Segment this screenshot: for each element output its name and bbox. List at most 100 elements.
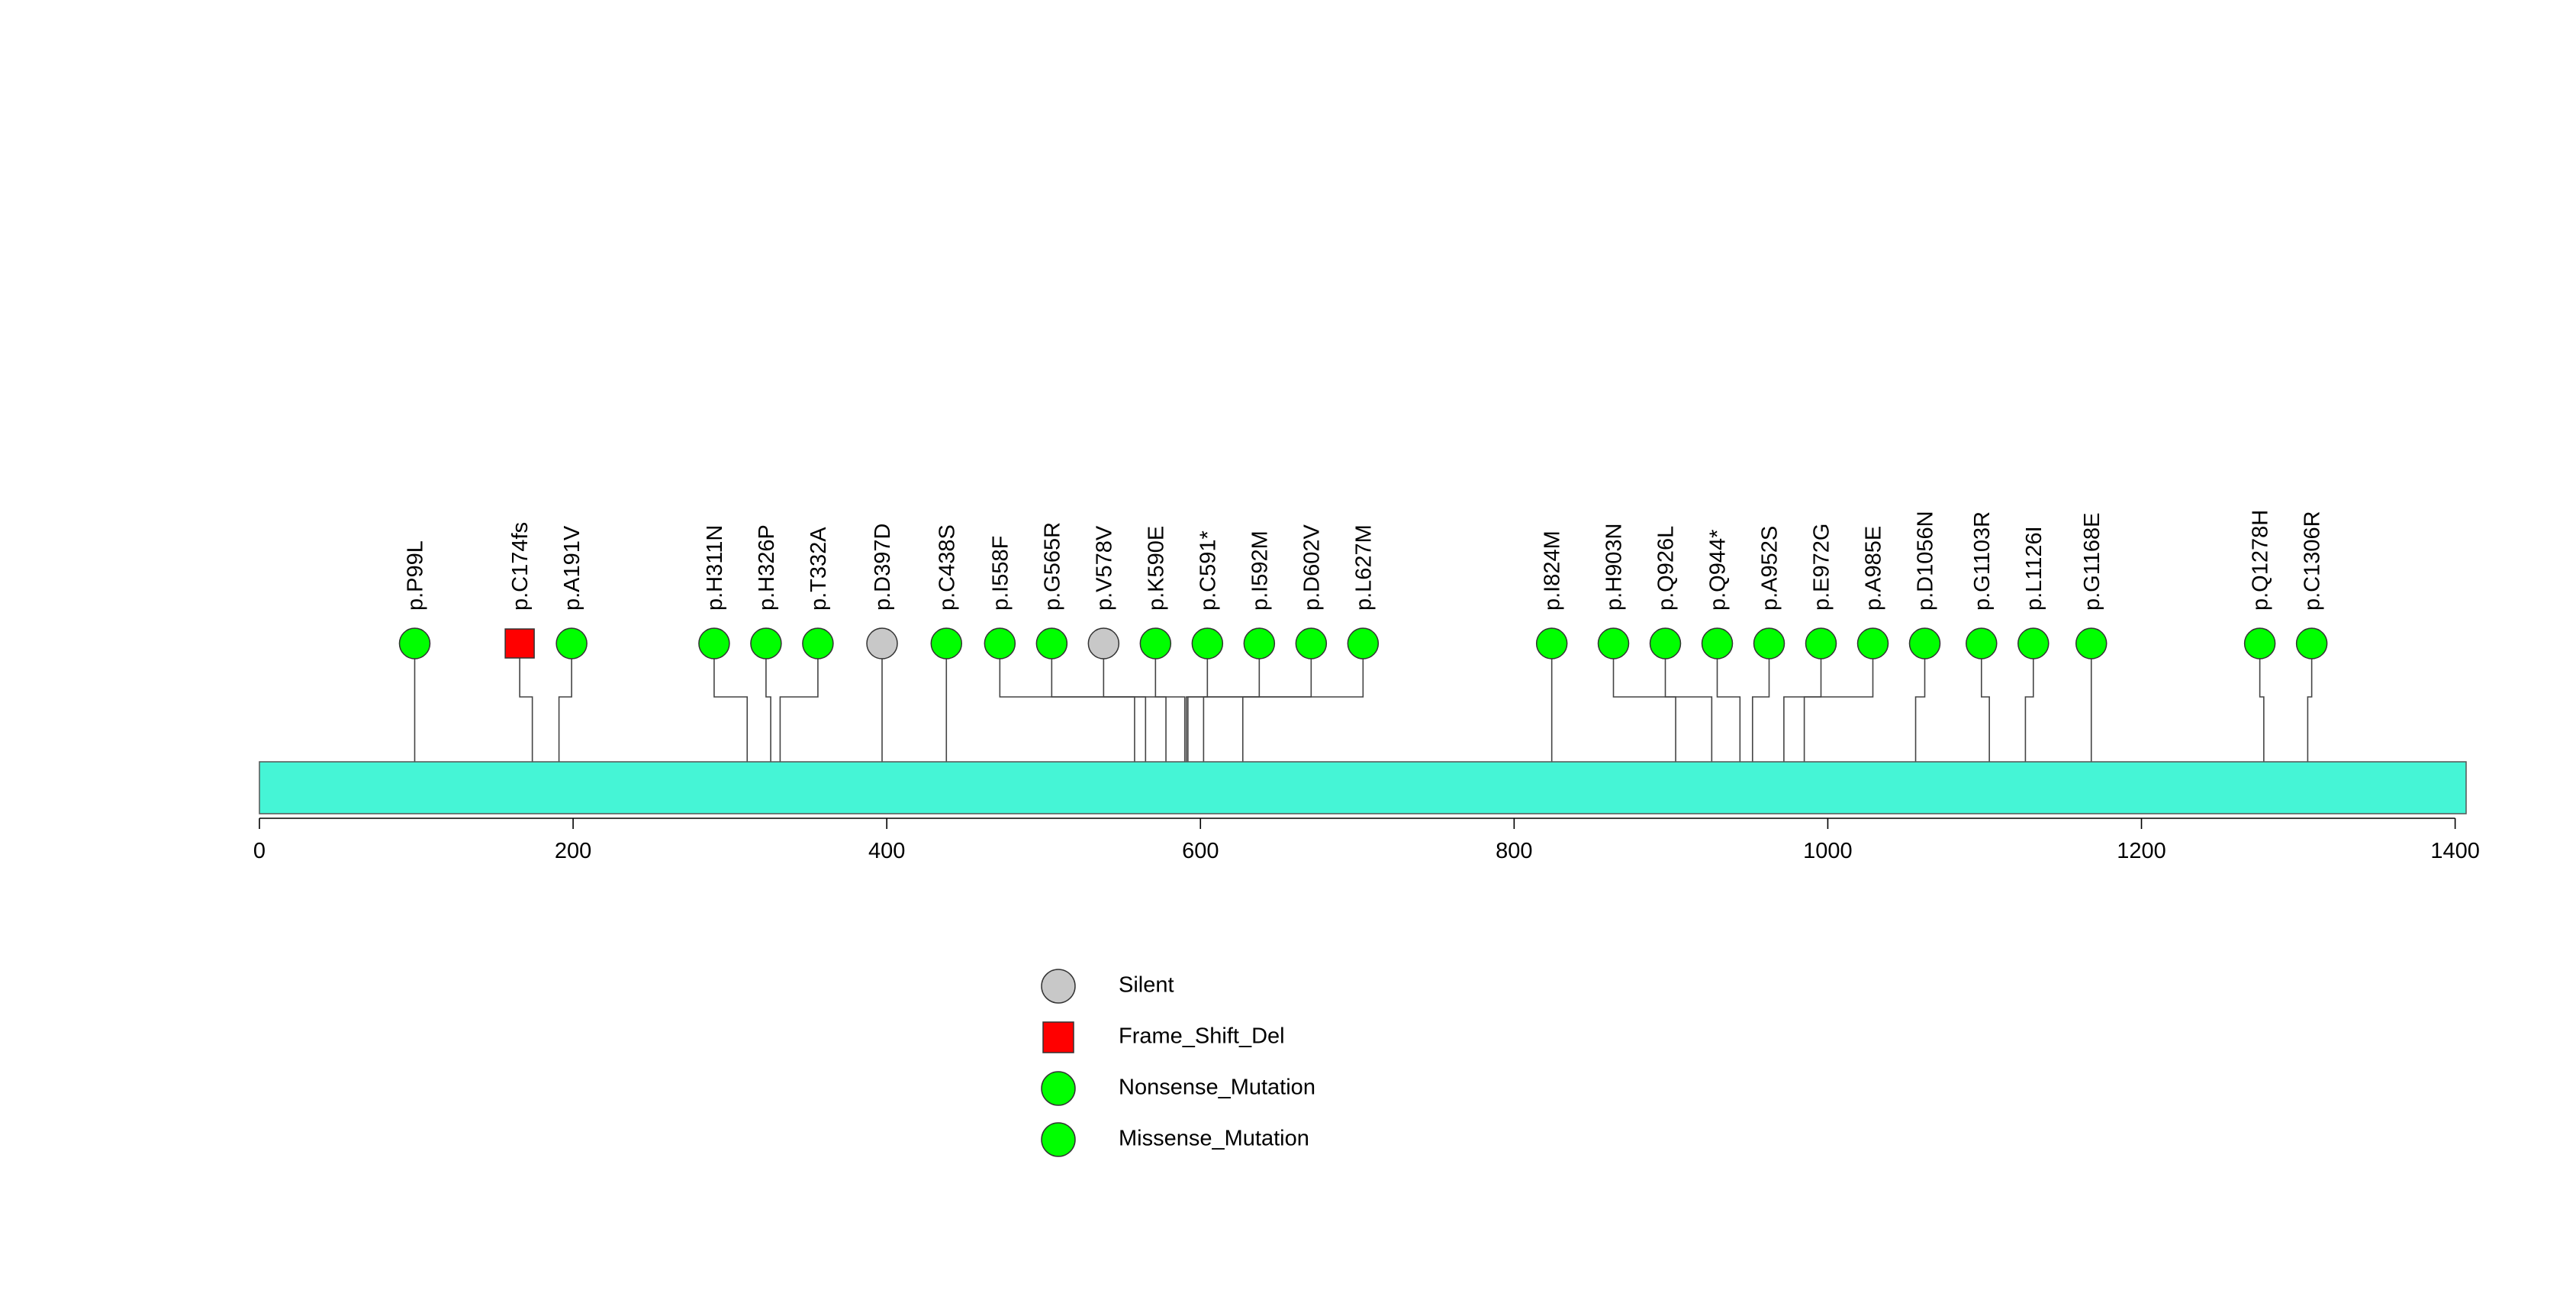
mutation-stem <box>1751 643 1770 814</box>
mutation-label: p.H903N <box>1602 524 1627 611</box>
x-axis-tick-label: 1000 <box>1803 839 1853 863</box>
mutation-marker-circle[interactable] <box>2017 627 2050 660</box>
mutation-stem <box>1051 643 1147 814</box>
legend-label: Missense_Mutation <box>1119 1127 1309 1151</box>
mutation-label: p.G1168E <box>2080 513 2104 611</box>
mutation-stem <box>765 643 771 814</box>
mutation-marker-circle[interactable] <box>866 627 898 660</box>
mutation-marker-circle[interactable] <box>1856 627 1889 660</box>
mutation-label: p.D397D <box>871 524 895 611</box>
legend-swatch <box>1041 1122 1076 1157</box>
mutation-stem <box>558 643 572 814</box>
mutation-marker-circle[interactable] <box>1597 627 1630 660</box>
mutation-marker-circle[interactable] <box>398 627 431 660</box>
mutation-marker-circle[interactable] <box>1139 627 1172 660</box>
mutation-label: p.A191V <box>560 525 584 611</box>
mutation-marker-circle[interactable] <box>750 627 782 660</box>
mutation-marker-circle[interactable] <box>1191 627 1224 660</box>
mutation-label: p.A952S <box>1758 526 1782 611</box>
x-axis-tick-label: 800 <box>1496 839 1532 863</box>
mutation-stem <box>2307 643 2313 814</box>
mutation-label: p.C174fs <box>508 522 533 611</box>
mutation-label: p.I824M <box>1541 531 1565 611</box>
mutation-label: p.Q926L <box>1654 526 1679 611</box>
mutation-label: p.C591* <box>1196 531 1220 611</box>
mutation-labels: p.P99L p.C174fs p.A191V p.H311N p.H326P p.T33… <box>403 510 2324 611</box>
mutation-stem <box>2259 643 2265 814</box>
legend: Silent Frame_Shift_Del Nonsense_Mutation Mi… <box>1041 969 1315 1157</box>
mutation-marker-circle[interactable] <box>1347 627 1380 660</box>
mutation-marker-circle[interactable] <box>698 627 730 660</box>
mutation-stem <box>1664 643 1713 814</box>
mutation-label: p.D602V <box>1299 524 1324 611</box>
mutation-stem <box>1914 643 1926 814</box>
mutation-marker-circle[interactable] <box>1649 627 1682 660</box>
mutation-stem <box>1980 643 1990 814</box>
mutation-marker-circle[interactable] <box>2075 627 2107 660</box>
mutation-stem <box>779 643 819 814</box>
mutation-label: p.L1126I <box>2022 526 2046 611</box>
mutation-label: p.P99L <box>403 540 427 611</box>
mutation-label: p.I558F <box>988 536 1013 611</box>
x-axis: 0 200 400 600 800 1000 1200 1400 <box>253 818 2480 863</box>
mutation-marker-circle[interactable] <box>1966 627 1998 660</box>
mutation-marker-circle[interactable] <box>1805 627 1837 660</box>
mutation-stem <box>1103 643 1167 814</box>
mutation-marker-circle[interactable] <box>1243 627 1276 660</box>
legend-swatch <box>1041 969 1076 1004</box>
legend-label: Silent <box>1119 973 1174 998</box>
mutation-label: p.G1103R <box>1970 511 1995 611</box>
legend-swatch <box>1042 1021 1074 1053</box>
mutation-stem <box>2024 643 2034 814</box>
mutation-marker-circle[interactable] <box>1087 627 1120 660</box>
mutation-label: p.D1056N <box>1914 511 1938 611</box>
x-axis-tick-label: 200 <box>555 839 591 863</box>
mutation-stem <box>1783 643 1822 814</box>
mutation-label: p.E972G <box>1810 524 1834 611</box>
mutation-marker-circle[interactable] <box>1295 627 1328 660</box>
mutation-marker-circle[interactable] <box>984 627 1016 660</box>
mutation-marker-circle[interactable] <box>2243 627 2276 660</box>
x-axis-tick-label: 400 <box>868 839 905 863</box>
protein-domain-bar <box>259 761 2467 814</box>
mutation-stem <box>1154 643 1186 814</box>
mutation-markers <box>398 627 2328 660</box>
mutation-marker-circle[interactable] <box>802 627 834 660</box>
mutation-label: p.C1306R <box>2301 511 2325 611</box>
mutation-label: p.V578V <box>1092 525 1116 611</box>
mutation-marker-circle[interactable] <box>1908 627 1941 660</box>
mutation-marker-circle[interactable] <box>930 627 963 660</box>
mutation-marker-square[interactable] <box>504 628 535 659</box>
x-axis-tick-label: 0 <box>253 839 266 863</box>
mutation-label: p.I592M <box>1248 531 1272 611</box>
legend-swatch <box>1041 1071 1076 1106</box>
mutation-stem <box>519 643 533 814</box>
mutation-label: p.C438S <box>935 524 959 611</box>
mutation-marker-circle[interactable] <box>1035 627 1068 660</box>
mutation-marker-circle[interactable] <box>2295 627 2328 660</box>
legend-label: Nonsense_Mutation <box>1119 1076 1315 1100</box>
mutation-label: p.A985E <box>1862 526 1886 611</box>
mutation-marker-circle[interactable] <box>1535 627 1568 660</box>
mutation-label: p.T332A <box>807 527 831 611</box>
mutation-label: p.K590E <box>1144 526 1168 611</box>
mutation-label: p.L627M <box>1351 524 1376 611</box>
x-axis-tick-label: 1200 <box>2117 839 2166 863</box>
mutation-stem <box>1803 643 1874 814</box>
mutation-stem <box>1241 643 1364 814</box>
mutation-marker-circle[interactable] <box>1753 627 1785 660</box>
mutation-stem <box>1716 643 1741 814</box>
mutation-stem <box>713 643 749 814</box>
mutation-marker-circle[interactable] <box>555 627 588 660</box>
mutation-label: p.H326P <box>755 524 779 611</box>
x-axis-tick-label: 600 <box>1182 839 1219 863</box>
mutation-stem <box>1612 643 1676 814</box>
x-axis-tick-label: 1400 <box>2430 839 2480 863</box>
mutation-marker-circle[interactable] <box>1701 627 1734 660</box>
mutation-label: p.G565R <box>1040 522 1064 611</box>
mutation-label: p.Q944* <box>1706 530 1731 611</box>
mutation-label: p.H311N <box>703 525 727 611</box>
mutation-label: p.Q1278H <box>2249 510 2273 611</box>
legend-label: Frame_Shift_Del <box>1119 1024 1285 1049</box>
